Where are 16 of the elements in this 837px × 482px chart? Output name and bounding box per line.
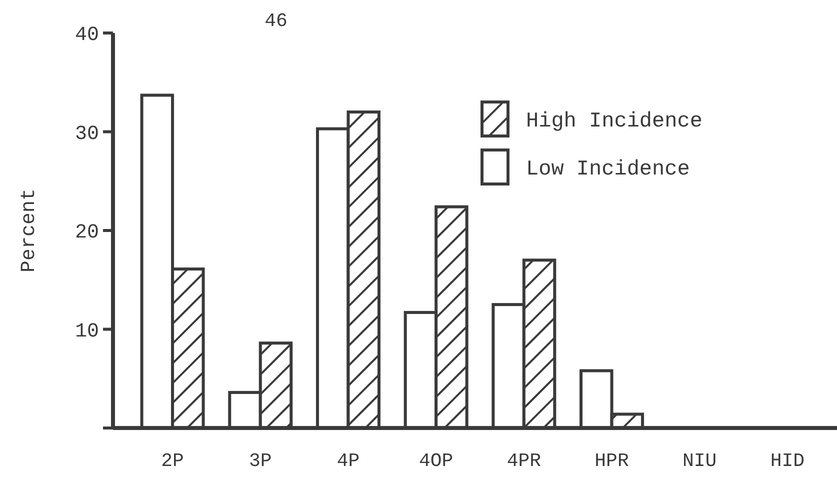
y-axis-title: Percent xyxy=(18,188,41,273)
text: 46 xyxy=(264,10,288,32)
x-tick-label: 3P xyxy=(248,450,272,472)
x-tick-label: HID xyxy=(770,450,805,472)
y-tick-label: 10 xyxy=(74,320,99,344)
x-tick-label: HPR xyxy=(594,450,629,472)
x-tick-label: 4P xyxy=(336,450,360,472)
y-tick-label: 20 xyxy=(74,222,99,244)
legend-label: Low Incidence xyxy=(526,158,690,182)
legend-label: High Incidence xyxy=(526,110,702,134)
x-tick-label: 2P xyxy=(161,450,184,472)
x-tick-label: 4PR xyxy=(506,450,542,472)
x-tick-label: 4OP xyxy=(418,450,454,472)
y-tick-label: 30 xyxy=(74,122,99,146)
y-tick-label: 40 xyxy=(74,24,99,47)
x-tick-label: NIU xyxy=(682,450,717,472)
